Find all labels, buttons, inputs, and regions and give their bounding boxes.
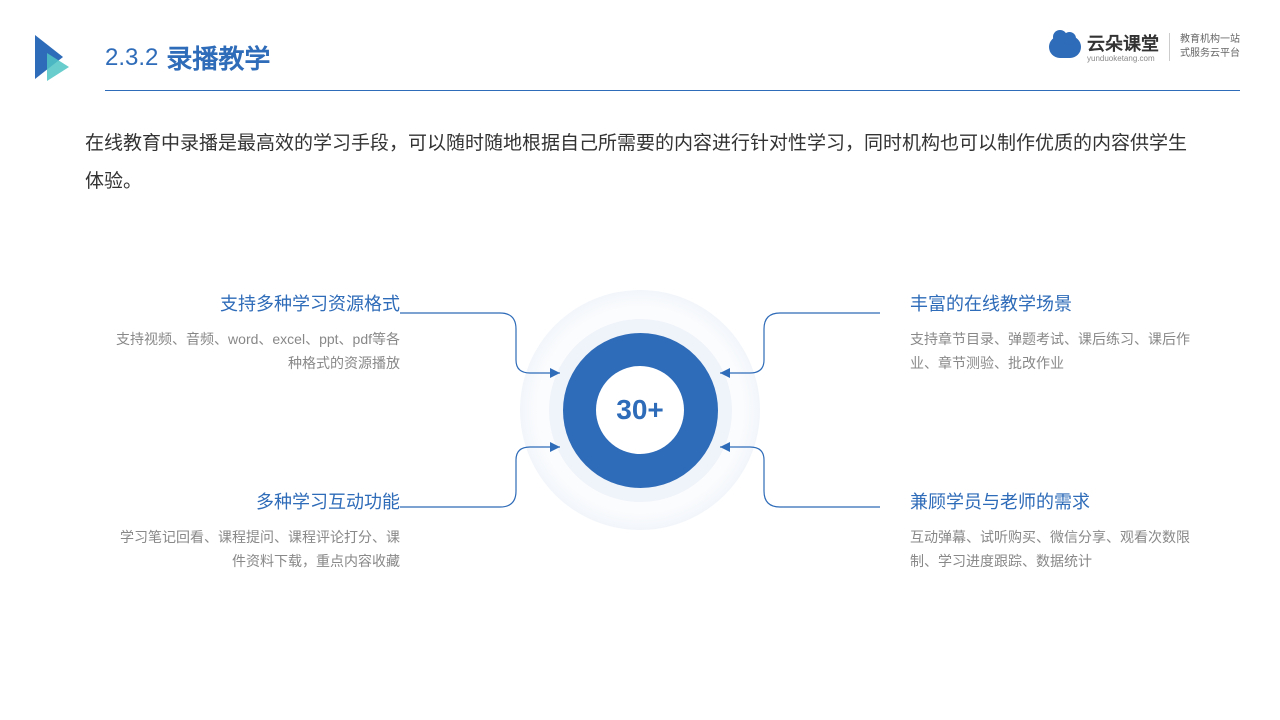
feature-top-left: 支持多种学习资源格式 支持视频、音频、word、excel、ppt、pdf等各种… bbox=[110, 290, 400, 376]
feature-title: 多种学习互动功能 bbox=[110, 488, 400, 514]
tagline-line-1: 教育机构一站 bbox=[1180, 33, 1240, 47]
brand-name: 云朵课堂 bbox=[1087, 30, 1159, 56]
feature-desc: 支持视频、音频、word、excel、ppt、pdf等各种格式的资源播放 bbox=[110, 328, 400, 376]
brand-domain: yunduoketang.com bbox=[1087, 54, 1159, 63]
feature-title: 兼顾学员与老师的需求 bbox=[910, 488, 1200, 514]
section-number: 2.3.2 bbox=[105, 44, 158, 72]
outer-halo: 30+ bbox=[520, 290, 760, 530]
feature-desc: 学习笔记回看、课程提问、课程评论打分、课件资料下载，重点内容收藏 bbox=[110, 526, 400, 574]
inner-circle: 30+ bbox=[596, 366, 684, 454]
feature-desc: 支持章节目录、弹题考试、课后练习、课后作业、章节测验、批改作业 bbox=[910, 328, 1200, 376]
feature-title: 支持多种学习资源格式 bbox=[110, 290, 400, 316]
blue-ring: 30+ bbox=[563, 333, 718, 488]
header-underline bbox=[105, 90, 1240, 91]
center-circle: 30+ bbox=[520, 290, 760, 530]
brand-text-wrap: 云朵课堂 yunduoketang.com bbox=[1087, 30, 1159, 63]
play-icon bbox=[35, 35, 80, 80]
cloud-icon bbox=[1049, 36, 1081, 58]
center-value: 30+ bbox=[616, 394, 664, 426]
intro-paragraph: 在线教育中录播是最高效的学习手段，可以随时随地根据自己所需要的内容进行针对性学习… bbox=[85, 125, 1195, 201]
feature-top-right: 丰富的在线教学场景 支持章节目录、弹题考试、课后练习、课后作业、章节测验、批改作… bbox=[910, 290, 1200, 376]
tagline-line-2: 式服务云平台 bbox=[1180, 47, 1240, 61]
feature-desc: 互动弹幕、试听购买、微信分享、观看次数限制、学习进度跟踪、数据统计 bbox=[910, 526, 1200, 574]
brand-tagline: 教育机构一站 式服务云平台 bbox=[1169, 33, 1240, 61]
slide: 2.3.2 录播教学 云朵课堂 yunduoketang.com 教育机构一站 … bbox=[0, 0, 1280, 720]
feature-bottom-right: 兼顾学员与老师的需求 互动弹幕、试听购买、微信分享、观看次数限制、学习进度跟踪、… bbox=[910, 488, 1200, 574]
feature-title: 丰富的在线教学场景 bbox=[910, 290, 1200, 316]
section-title: 录播教学 bbox=[166, 39, 270, 76]
brand-logo: 云朵课堂 yunduoketang.com 教育机构一站 式服务云平台 bbox=[1049, 30, 1240, 63]
feature-bottom-left: 多种学习互动功能 学习笔记回看、课程提问、课程评论打分、课件资料下载，重点内容收… bbox=[110, 488, 400, 574]
